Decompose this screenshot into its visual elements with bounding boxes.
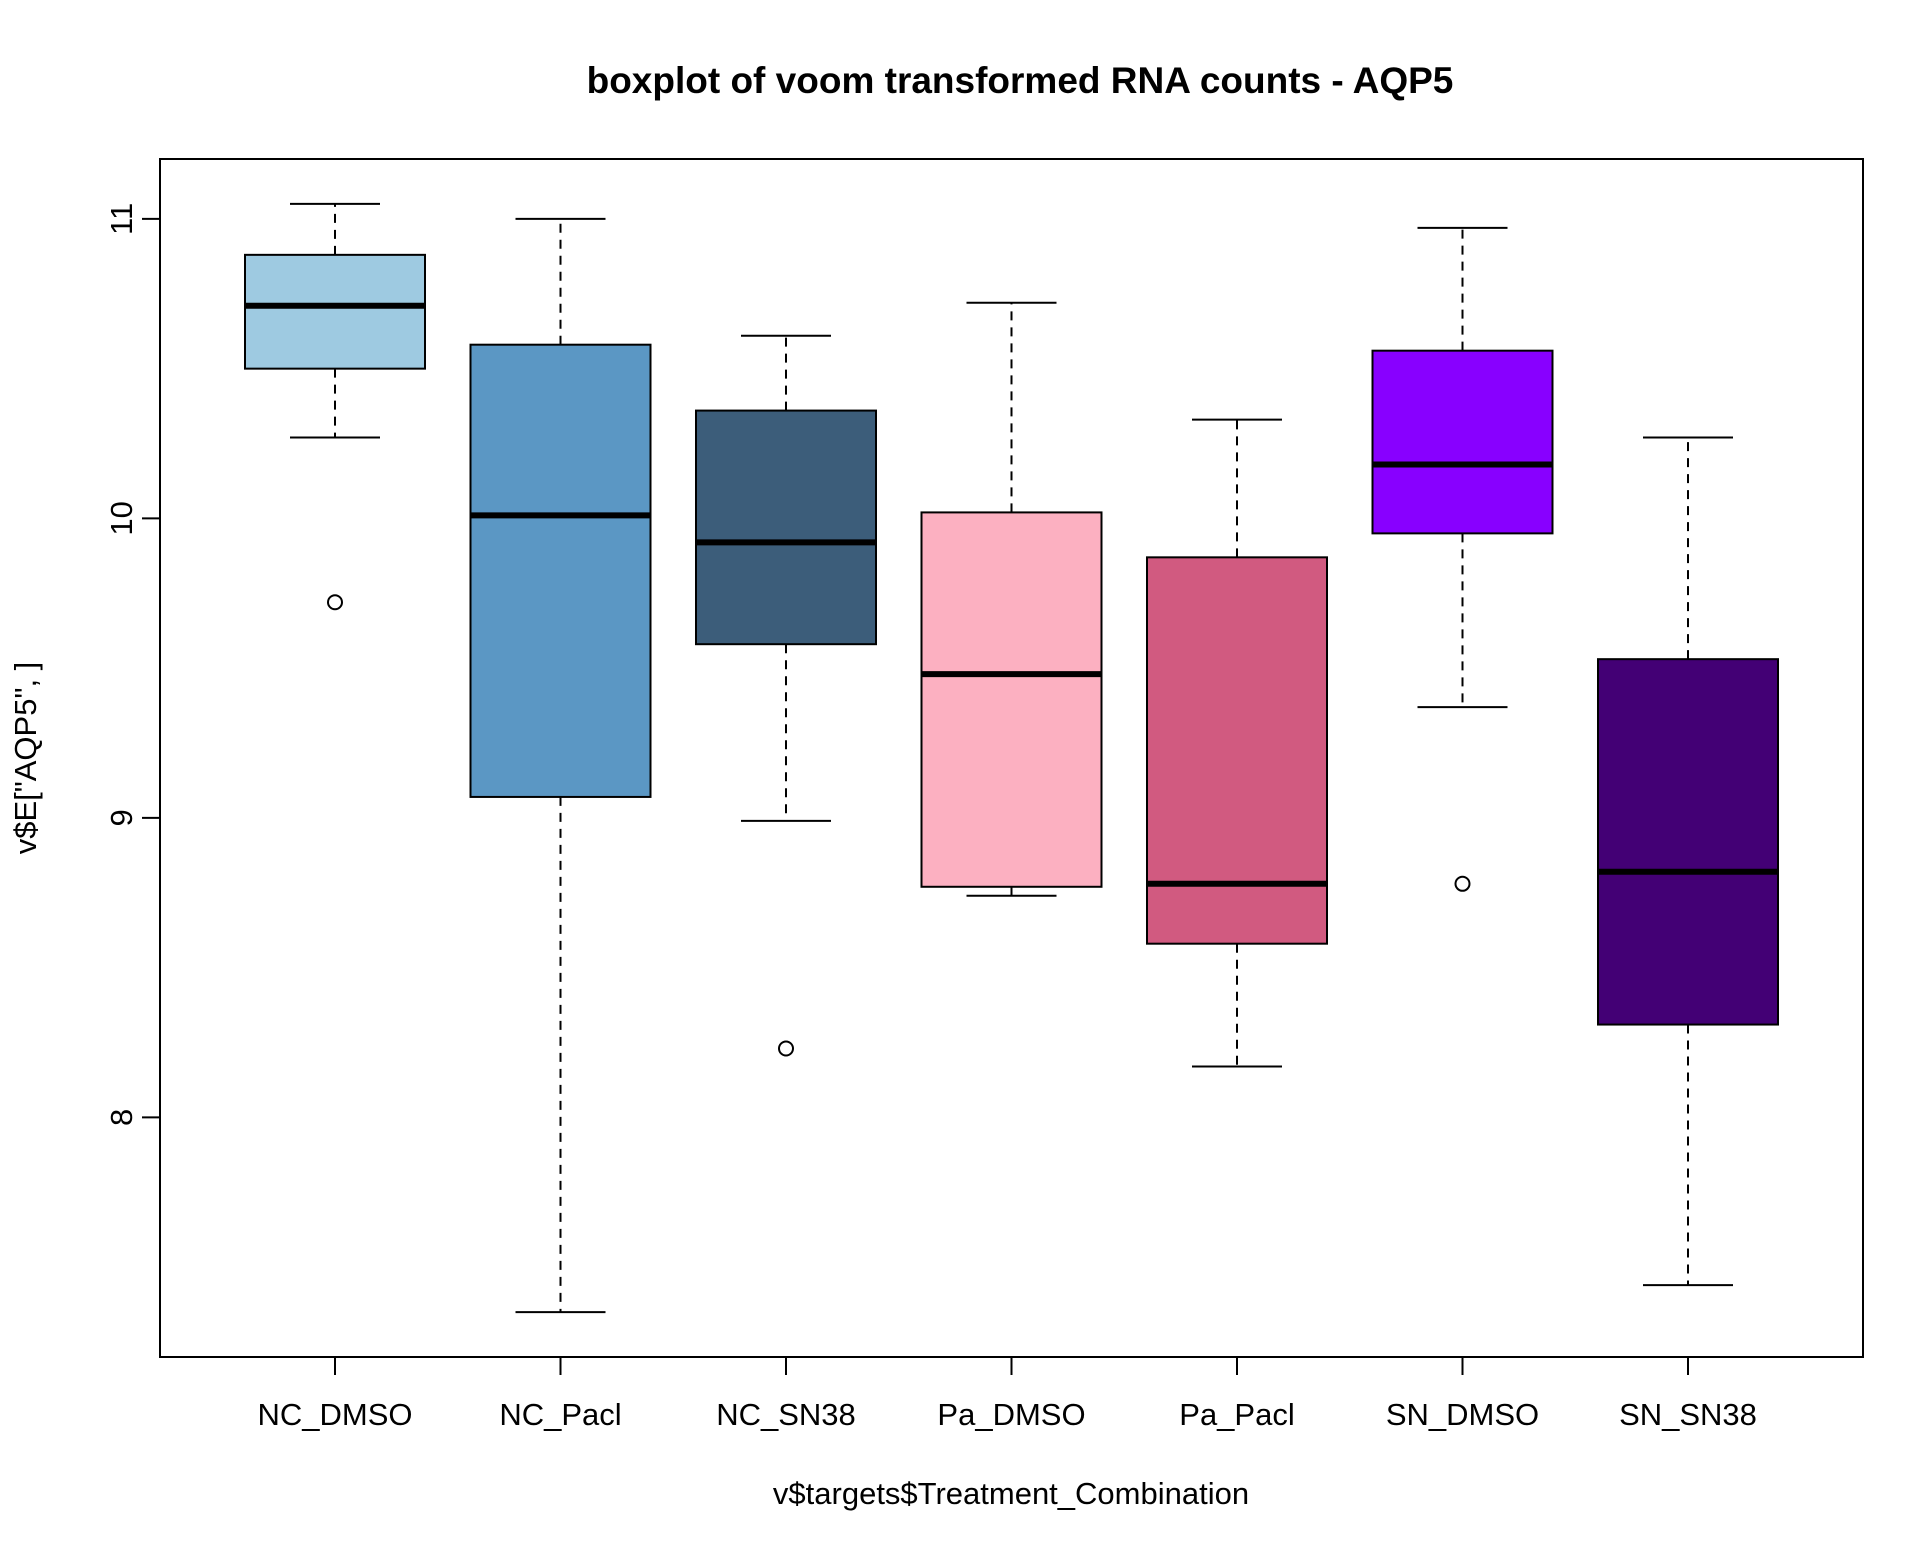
box-sn-dmso — [1371, 226, 1554, 892]
x-tick-label: SN_SN38 — [1619, 1397, 1757, 1432]
y-tick-label: 8 — [104, 1109, 139, 1126]
box-nc-pacl — [469, 217, 652, 1314]
iqr-box — [1597, 658, 1779, 1026]
x-tick-label: SN_DMSO — [1386, 1397, 1539, 1432]
y-axis-label: v$E["AQP5", ] — [8, 662, 43, 855]
x-tick-label: NC_SN38 — [716, 1397, 856, 1432]
outlier-point — [327, 594, 343, 611]
chart-title: boxplot of voom transformed RNA counts -… — [587, 60, 1454, 101]
box-nc-sn38 — [695, 334, 877, 1057]
box-nc-dmso — [244, 202, 426, 611]
y-tick-label: 10 — [104, 501, 139, 535]
y-tick-label: 11 — [104, 203, 139, 235]
iqr-box — [244, 253, 426, 370]
y-tick-label: 9 — [104, 809, 139, 826]
iqr-box — [1146, 556, 1328, 945]
x-tick-label: NC_Pacl — [499, 1397, 621, 1432]
outlier-point — [778, 1040, 794, 1057]
x-tick-label: Pa_DMSO — [937, 1397, 1085, 1432]
x-axis: NC_DMSO NC_Pacl NC_SN38 Pa_DMSO Pa_Pacl SN_DM… — [257, 1357, 1757, 1432]
y-axis: 8 9 10 11 — [104, 203, 160, 1126]
box-sn-sn38 — [1597, 436, 1779, 1287]
iqr-box — [469, 343, 652, 798]
iqr-box — [1371, 349, 1554, 535]
box-pa-pacl — [1146, 418, 1328, 1068]
box-group — [244, 202, 1779, 1314]
x-axis-label: v$targets$Treatment_Combination — [773, 1476, 1249, 1511]
outlier-point — [1454, 875, 1471, 892]
x-tick-label: NC_DMSO — [257, 1397, 412, 1432]
box-pa-dmso — [920, 301, 1103, 897]
x-tick-label: Pa_Pacl — [1179, 1397, 1294, 1432]
iqr-box — [920, 511, 1103, 888]
iqr-box — [695, 409, 877, 646]
